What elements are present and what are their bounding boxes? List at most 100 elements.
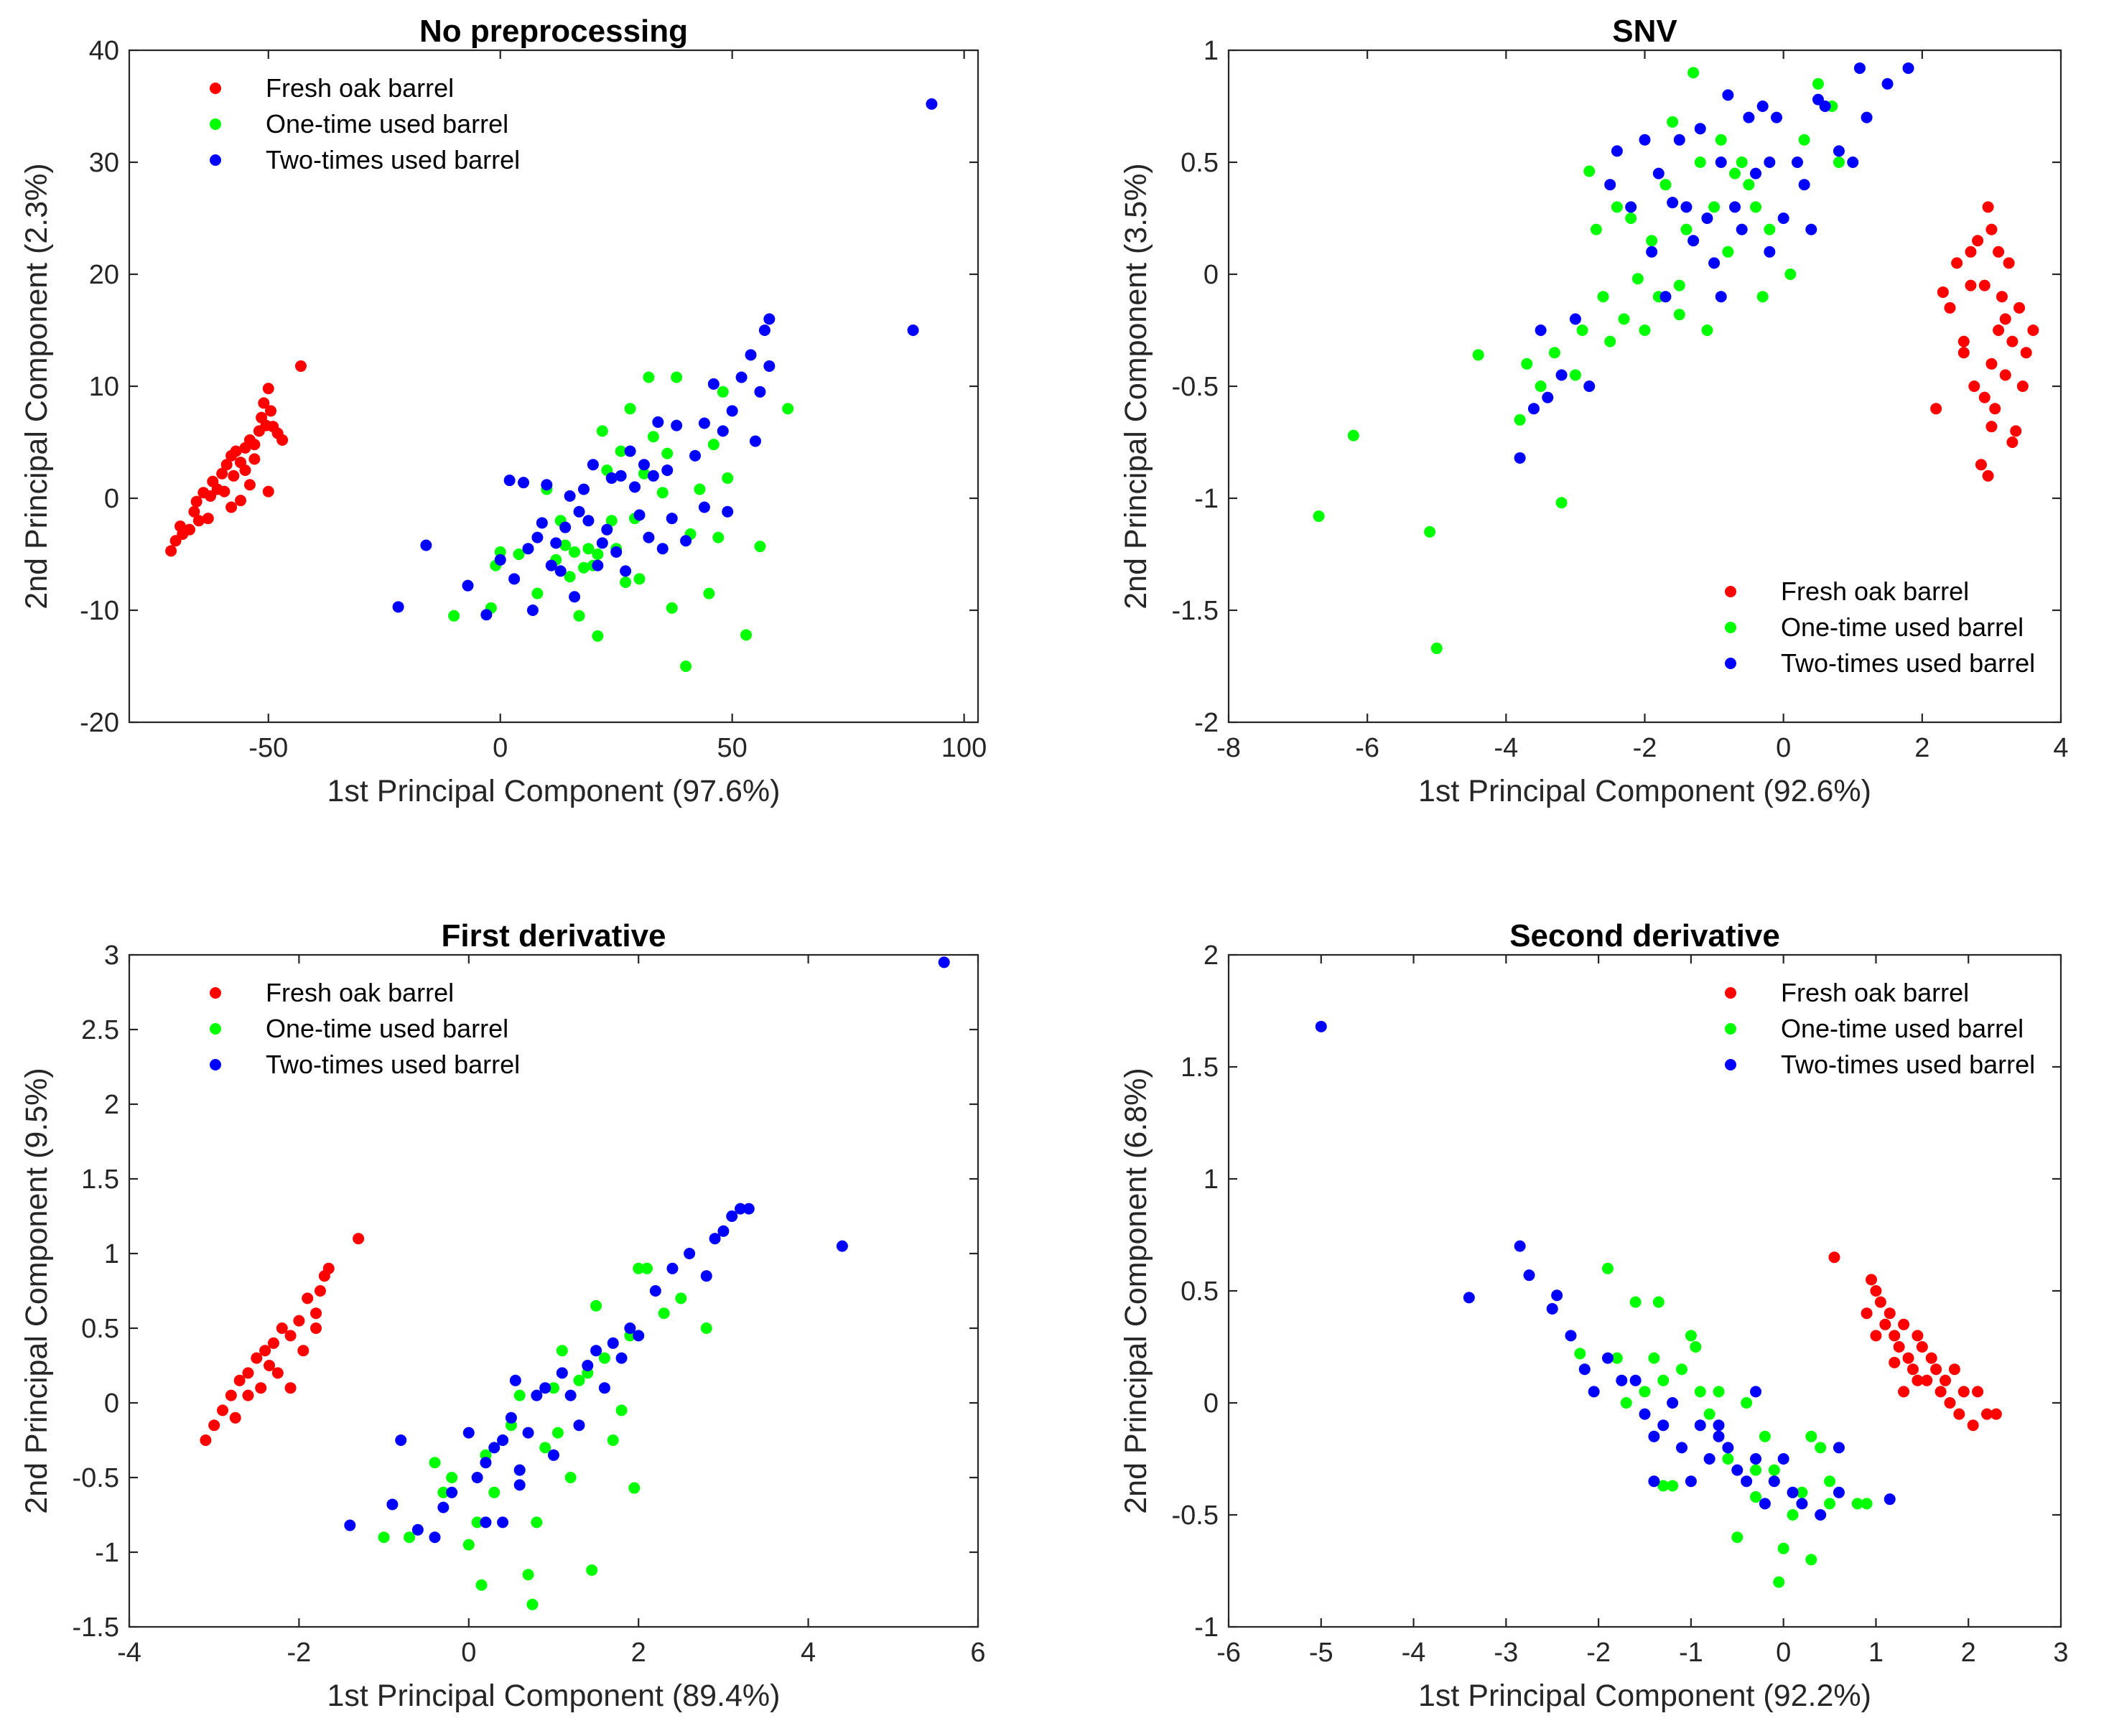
chart1-point-one	[1535, 381, 1547, 392]
chart0-point-one	[694, 483, 706, 495]
chart2-point-two	[564, 1389, 577, 1401]
chart0-point-fresh	[239, 465, 251, 476]
chart2-point-one	[586, 1564, 598, 1576]
chart3-point-fresh	[1884, 1307, 1896, 1320]
chart1-point-two	[1611, 145, 1623, 157]
chart1-point-one	[1756, 291, 1769, 303]
chart1-point-one	[1590, 223, 1602, 235]
chart2-xtick-label: 2	[631, 1638, 646, 1668]
chart1-ytick-label: -0.5	[1172, 372, 1219, 402]
chart1-point-two	[1736, 223, 1748, 235]
chart0-point-one	[638, 467, 650, 480]
chart1-point-fresh	[2016, 381, 2029, 392]
chart3-point-two	[1639, 1408, 1651, 1420]
chart1-point-one	[1313, 510, 1325, 522]
chart0-point-two	[722, 505, 734, 518]
chart2-point-one	[475, 1579, 488, 1591]
chart0-point-two	[526, 605, 539, 616]
chart2-legend-marker-two	[210, 1059, 221, 1070]
chart3-point-two	[1713, 1430, 1725, 1442]
chart0-point-one	[615, 445, 627, 457]
chart2-point-one	[551, 1427, 564, 1439]
chart3-point-one	[1601, 1262, 1614, 1274]
chart2-point-two	[700, 1270, 712, 1282]
chart3-point-fresh	[1967, 1419, 1979, 1432]
chart0-xtick-label: 0	[493, 733, 508, 763]
chart0-point-one	[605, 515, 618, 527]
chart3-point-two	[1703, 1453, 1715, 1465]
chart2-xtick-label: 0	[461, 1638, 476, 1668]
chart1-point-fresh	[1937, 286, 1949, 298]
chart0-point-fresh	[262, 485, 274, 498]
chart1-point-one	[1764, 223, 1776, 235]
chart2-point-two	[462, 1427, 475, 1439]
chart1-point-fresh	[1996, 291, 2008, 303]
chart1-point-one	[1569, 369, 1581, 381]
chart3-xtick-label: 0	[1776, 1638, 1791, 1668]
chart0-point-one	[596, 425, 608, 437]
chart3-title: Second derivative	[1509, 918, 1780, 953]
chart1-point-one	[1750, 201, 1762, 213]
chart2-point-fresh	[208, 1419, 220, 1432]
chart0-point-two	[689, 449, 701, 462]
chart0-ytick-label: -20	[80, 708, 119, 738]
chart3-ytick-label: 0.5	[1181, 1277, 1219, 1307]
chart3-xtick-label: 3	[2053, 1638, 2068, 1668]
chart0-point-one	[740, 629, 753, 641]
chart2-point-two	[598, 1382, 610, 1394]
chart3-point-fresh	[1935, 1386, 1947, 1398]
chart0-ytick-label: 30	[89, 148, 119, 178]
chart1-point-two	[1680, 201, 1693, 213]
chart3-point-one	[1574, 1348, 1586, 1360]
chart2-point-fresh	[302, 1292, 314, 1305]
chart3-point-one	[1722, 1453, 1734, 1465]
chart0-point-two	[652, 416, 664, 428]
chart0-point-two	[763, 360, 776, 372]
chart3-point-one	[1815, 1442, 1827, 1454]
chart2-point-one	[471, 1516, 483, 1529]
chart2-point-fresh	[271, 1367, 284, 1379]
chart3-point-two	[1523, 1269, 1535, 1282]
chart3-legend-label-fresh: Fresh oak barrel	[1781, 978, 1969, 1007]
chart3-point-one	[1657, 1480, 1670, 1492]
chart2-point-two	[649, 1285, 661, 1297]
chart3-point-fresh	[1916, 1341, 1928, 1353]
chart2-point-one	[633, 1262, 645, 1274]
chart3-ytick-label: 1.5	[1181, 1053, 1219, 1083]
chart0-point-two	[638, 459, 650, 471]
chart0-point-two	[596, 537, 608, 549]
chart0-point-fresh	[183, 523, 195, 536]
chart1-point-fresh	[1965, 246, 1977, 258]
chart3-point-two	[1713, 1419, 1725, 1432]
chart0-point-two	[666, 513, 678, 525]
chart2-point-one	[462, 1539, 475, 1551]
chart3-point-two	[1768, 1475, 1780, 1488]
chart3-ytick-label: 1	[1204, 1165, 1219, 1195]
chart2-ylabel: 2nd Principal Component (9.5%)	[19, 1068, 54, 1513]
chart1-ytick-label: -2	[1194, 708, 1219, 738]
chart2-point-one	[531, 1516, 543, 1529]
panel-no-preprocessing: -50 0 50 100 -20 -10 0 10 20 30 40 No preprocessing…	[19, 14, 987, 808]
chart0-point-one	[712, 531, 725, 543]
chart0-point-fresh	[243, 479, 256, 491]
chart1-point-one	[1472, 349, 1484, 361]
chart1-point-two	[1514, 452, 1526, 464]
chart3-xtick-label: -1	[1679, 1638, 1703, 1668]
chart3-point-one	[1652, 1296, 1665, 1308]
chart3-point-two	[1463, 1292, 1475, 1304]
chart0-point-two	[633, 509, 646, 521]
chart3-point-one	[1805, 1430, 1817, 1442]
chart0-point-fresh	[248, 439, 261, 451]
chart1-point-fresh	[2027, 325, 2039, 336]
chart3-xtick-label: -2	[1586, 1638, 1611, 1668]
chart1-point-fresh	[1957, 347, 1970, 359]
panel-first-derivative: -4 -2 0 2 4 6 -1.5 -1 -0.5 0 0.5 1 1.5 2 2.5 3 First der…	[19, 918, 986, 1713]
chart1-point-fresh	[1999, 369, 2011, 381]
chart2-point-one	[700, 1322, 712, 1334]
chart3-point-one	[1703, 1408, 1715, 1420]
chart2-point-two	[480, 1457, 492, 1469]
chart3-point-fresh	[1893, 1341, 1905, 1353]
chart1-point-two	[1659, 291, 1672, 303]
chart0-point-two	[745, 349, 757, 361]
chart1-point-one	[1604, 335, 1616, 347]
